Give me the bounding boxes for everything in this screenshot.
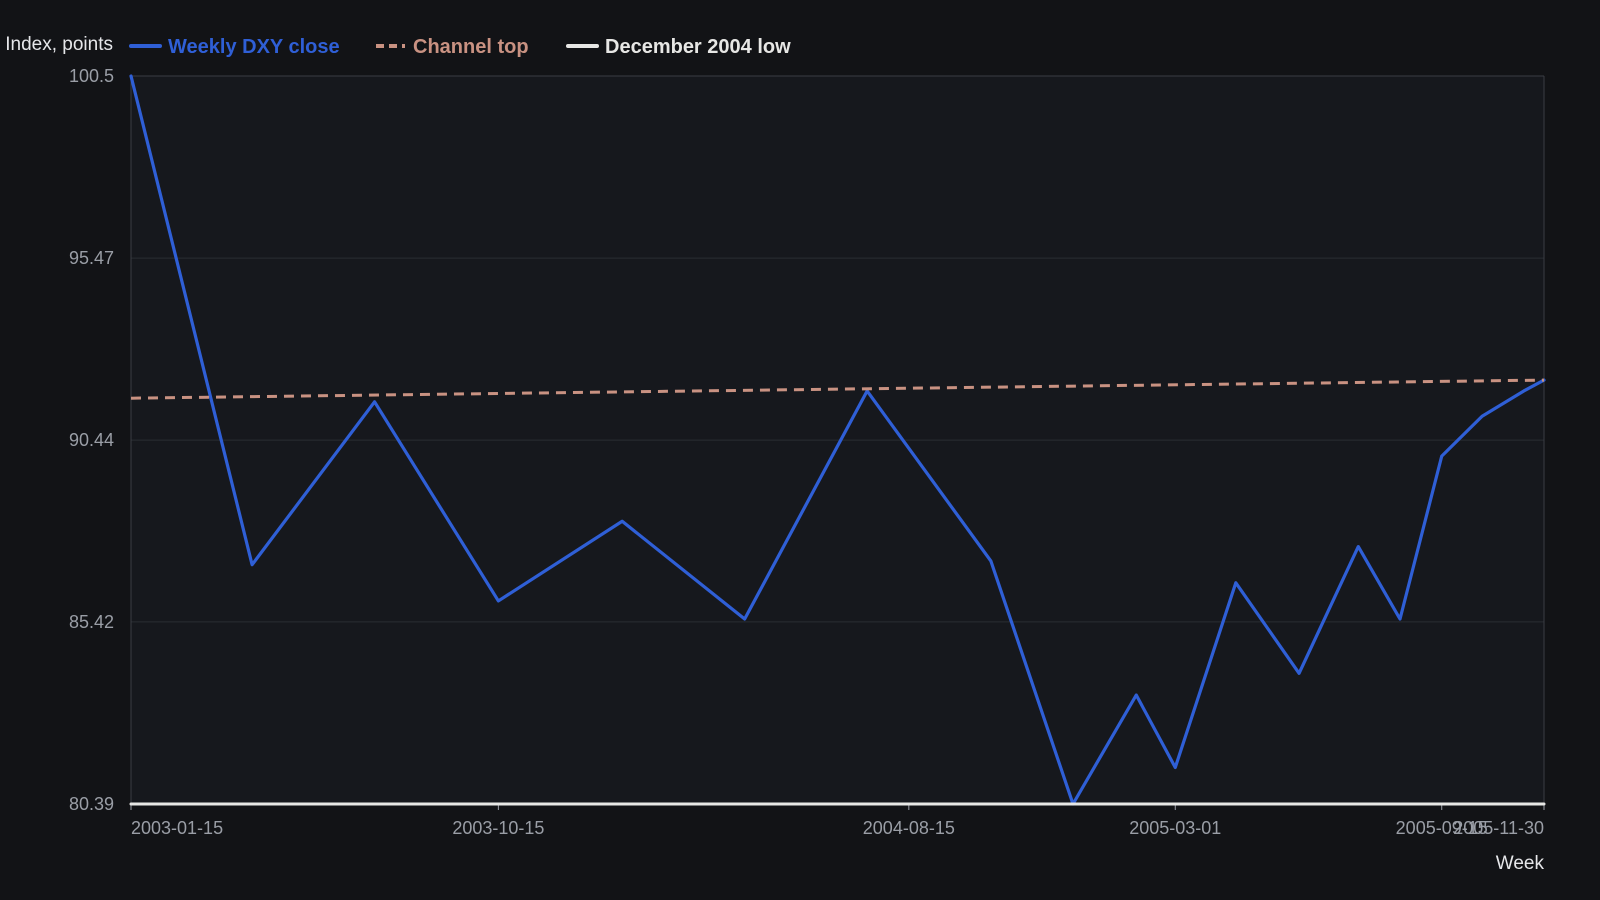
- x-tick-label: 2003-01-15: [131, 818, 223, 838]
- x-axis-title: Week: [1496, 853, 1545, 874]
- series-line-0: [129, 74, 1546, 806]
- x-tick-label: 2003-10-15: [452, 818, 544, 838]
- legend-label: December 2004 low: [605, 36, 791, 58]
- y-tick-label: 95.47: [69, 248, 114, 268]
- x-tick-label: 2005-09-15: [1396, 818, 1488, 838]
- y-axis-title: US Dollar Index, points: [0, 34, 113, 55]
- x-tick-label: 2005-03-01: [1129, 818, 1221, 838]
- y-tick-label: 90.44: [69, 430, 114, 450]
- y-tick-label: 80.39: [69, 794, 114, 814]
- y-tick-label: 100.5: [69, 66, 114, 86]
- y-tick-label: 85.42: [69, 612, 114, 632]
- x-tick-label: 2004-08-15: [863, 818, 955, 838]
- legend-label: Channel top: [413, 36, 529, 58]
- series-line-1: [130, 378, 1545, 400]
- x-tick-label: 2005-11-30: [1453, 818, 1544, 838]
- legend-label: Weekly DXY close: [168, 36, 340, 58]
